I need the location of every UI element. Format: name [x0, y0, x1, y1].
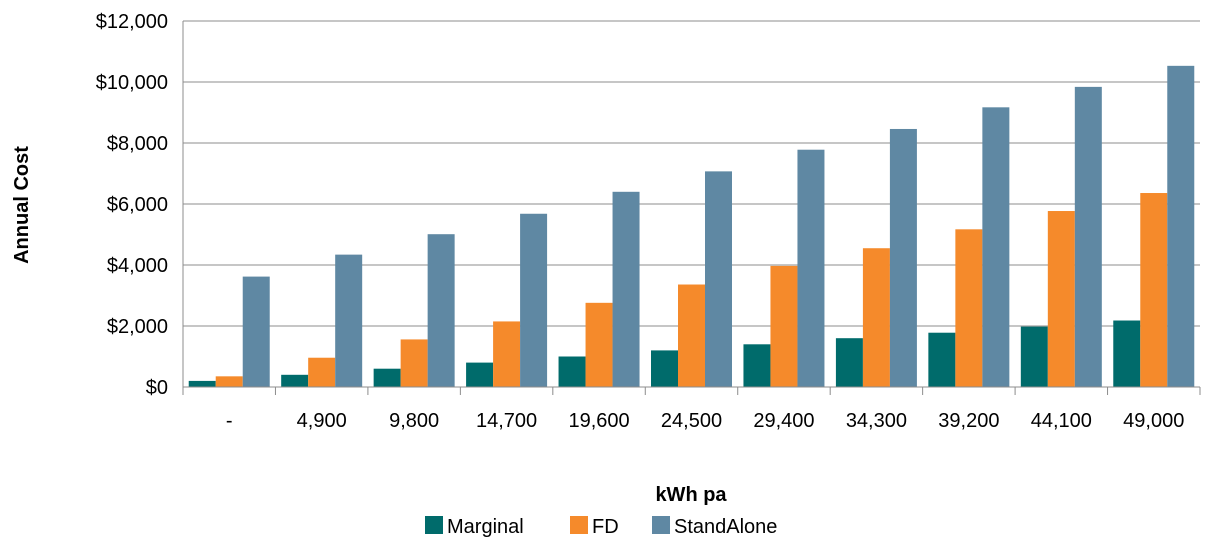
bar-standalone [982, 107, 1010, 387]
x-tick-label: 34,300 [846, 410, 907, 432]
bar-standalone [797, 149, 825, 387]
bar-standalone [242, 276, 270, 387]
y-axis-title: Annual Cost [11, 146, 33, 264]
x-tick-label: 44,100 [1031, 410, 1092, 432]
bar-marginal [835, 338, 863, 387]
bar-standalone [520, 213, 548, 387]
y-tick-label: $12,000 [96, 11, 168, 33]
x-tick-label: 19,600 [568, 410, 629, 432]
legend-swatch-fd [570, 516, 588, 534]
legend: Marginal FD StandAlone [425, 516, 777, 538]
y-tick-labels: $0 $2,000 $4,000 $6,000 $8,000 $10,000 $12,000 [96, 11, 168, 399]
bar-fd [585, 302, 613, 387]
y-tick-label: $4,000 [107, 255, 168, 277]
bar-marginal [188, 380, 216, 387]
bar-marginal [466, 362, 494, 387]
y-tick-label: $8,000 [107, 133, 168, 155]
x-tick-label: 4,900 [297, 410, 347, 432]
y-tick-label: $6,000 [107, 194, 168, 216]
bar-standalone [705, 171, 732, 387]
bar-standalone [889, 128, 917, 387]
legend-label-marginal: Marginal [447, 516, 524, 538]
bar-marginal [558, 356, 586, 387]
bar-marginal [281, 374, 309, 387]
axes [182, 21, 1201, 395]
x-tick-labels: - 4,900 9,800 14,700 19,600 24,500 29,400 34,30… [226, 410, 1184, 432]
bars [188, 65, 1195, 388]
bar-fd [862, 248, 890, 387]
legend-label-fd: FD [592, 516, 619, 538]
legend-swatch-standalone [652, 516, 670, 534]
bar-fd [770, 265, 798, 387]
x-tick-label: 29,400 [753, 410, 814, 432]
y-tick-label: $2,000 [107, 316, 168, 338]
x-tick-label: 14,700 [476, 410, 537, 432]
bar-fd [400, 339, 428, 387]
bar-fd [955, 229, 983, 387]
bar-fd [1140, 193, 1168, 387]
bar-standalone [427, 234, 455, 387]
bar-fd [215, 376, 243, 387]
x-tick-label: 39,200 [938, 410, 999, 432]
bar-fd [493, 321, 521, 387]
x-tick-label: 24,500 [661, 410, 722, 432]
bar-standalone [335, 254, 363, 387]
legend-swatch-marginal [425, 516, 443, 534]
x-tick-label: 49,000 [1123, 410, 1184, 432]
bar-marginal [1113, 320, 1141, 387]
y-tick-label: $10,000 [96, 72, 168, 94]
bar-marginal [1020, 326, 1048, 387]
bar-fd [678, 284, 705, 387]
x-axis-title: kWh pa [655, 484, 727, 506]
bar-marginal [743, 344, 771, 387]
bar-marginal [928, 332, 956, 387]
bar-marginal [373, 368, 401, 387]
x-tick-label: 9,800 [389, 410, 439, 432]
bar-marginal [651, 350, 678, 387]
bar-fd [308, 357, 336, 387]
bar-standalone [1074, 86, 1102, 387]
bar-standalone [612, 191, 640, 387]
x-tick-label: - [226, 410, 233, 432]
bar-fd [1047, 211, 1075, 387]
bar-standalone [1167, 65, 1195, 388]
y-tick-label: $0 [146, 377, 168, 399]
legend-label-standalone: StandAlone [674, 516, 777, 538]
